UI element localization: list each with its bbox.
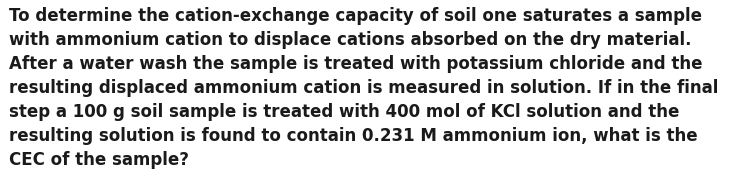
Text: To determine the cation-exchange capacity of soil one saturates a sample
with am: To determine the cation-exchange capacit… xyxy=(9,7,719,169)
